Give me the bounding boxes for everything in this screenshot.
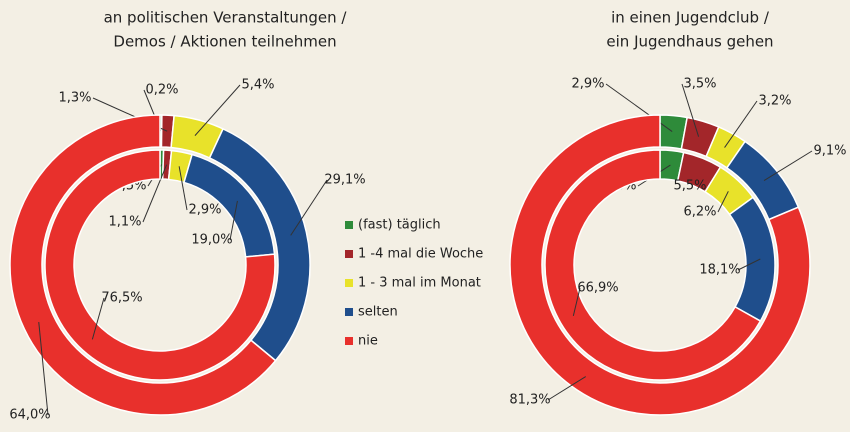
chart-title: ein Jugendhaus gehen bbox=[606, 33, 773, 51]
donut-slice bbox=[544, 149, 762, 381]
legend-label: (fast) täglich bbox=[358, 218, 441, 233]
value-label: 9,1% bbox=[813, 144, 846, 159]
value-label: 0,2% bbox=[145, 83, 178, 98]
donut-slice bbox=[9, 114, 277, 416]
value-label: 76,5% bbox=[101, 291, 142, 306]
leader-line bbox=[142, 164, 168, 223]
leader-line bbox=[290, 179, 328, 236]
value-label: 1,1% bbox=[108, 215, 141, 230]
leader-line bbox=[605, 83, 673, 132]
chart-title: Demos / Aktionen teilnehmen bbox=[113, 33, 336, 51]
legend-swatch bbox=[345, 250, 353, 258]
legend-label: 1 -4 mal die Woche bbox=[358, 247, 483, 262]
donut-slice bbox=[44, 149, 276, 381]
leader-line bbox=[194, 84, 241, 136]
chart-title: an politischen Veranstaltungen / bbox=[104, 9, 348, 27]
value-label: 2,9% bbox=[188, 203, 221, 218]
chart-title: in einen Jugendclub / bbox=[611, 9, 770, 27]
legend-label: selten bbox=[358, 305, 398, 320]
value-label: 3,2% bbox=[758, 94, 791, 109]
leader-line bbox=[38, 322, 49, 416]
value-label: 19,0% bbox=[191, 233, 232, 248]
value-label: 81,3% bbox=[509, 393, 550, 408]
leader-line bbox=[717, 191, 729, 213]
legend-swatch bbox=[345, 337, 353, 345]
legend-label: nie bbox=[358, 334, 378, 349]
value-label: 6,2% bbox=[683, 205, 716, 220]
value-label: 18,1% bbox=[699, 263, 740, 278]
legend-swatch bbox=[345, 279, 353, 287]
leader-line bbox=[178, 166, 188, 211]
value-label: 3,5% bbox=[683, 77, 716, 92]
leader-line bbox=[737, 258, 761, 271]
leader-line bbox=[681, 83, 700, 137]
leader-line bbox=[229, 200, 238, 241]
value-label: 5,4% bbox=[241, 78, 274, 93]
value-label: 1,3% bbox=[58, 91, 91, 106]
leader-line bbox=[91, 297, 105, 340]
value-label: 5,5% bbox=[673, 179, 706, 194]
value-label: 29,1% bbox=[324, 173, 365, 188]
legend-swatch bbox=[345, 221, 353, 229]
legend-label: 1 - 3 mal im Monat bbox=[358, 276, 481, 291]
leader-line bbox=[547, 376, 586, 401]
value-label: 64,0% bbox=[9, 408, 50, 423]
leader-line bbox=[763, 150, 813, 181]
donut-slice bbox=[509, 114, 811, 416]
leader-line bbox=[724, 100, 758, 148]
value-label: 2,9% bbox=[571, 77, 604, 92]
value-label: 66,9% bbox=[577, 281, 618, 296]
leader-line bbox=[572, 287, 581, 317]
legend-swatch bbox=[345, 308, 353, 316]
